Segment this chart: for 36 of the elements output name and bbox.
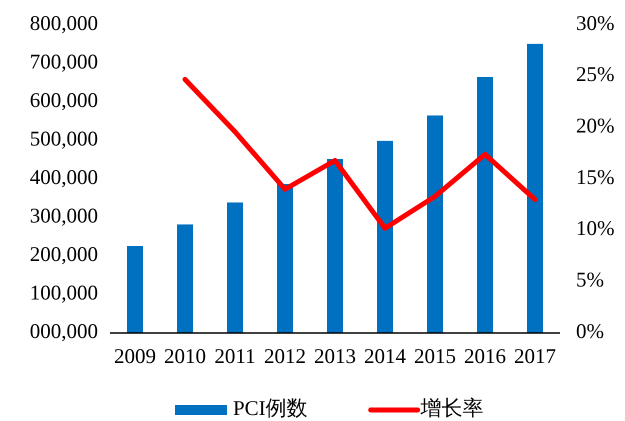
bar [377, 140, 393, 333]
x-tick-label: 2015 [414, 344, 456, 368]
y2-tick-label: 0% [576, 318, 604, 343]
bar [527, 44, 543, 333]
bar [477, 76, 493, 333]
y2-tick-label: 5% [576, 267, 604, 292]
y-tick-label: 800,000 [30, 10, 98, 35]
bar [127, 246, 143, 333]
y-tick-label: 300,000 [30, 203, 98, 228]
y-tick-label: 600,000 [30, 88, 98, 112]
bar [427, 115, 443, 333]
legend-label: 增长率 [420, 396, 484, 420]
y-tick-label: 200,000 [30, 242, 98, 266]
y-tick-label: 000,000 [30, 318, 98, 343]
y-tick-label: 500,000 [30, 126, 98, 150]
y2-tick-label: 30% [576, 10, 614, 35]
bar [277, 184, 293, 333]
y2-tick-label: 20% [576, 113, 614, 138]
x-tick-label: 2013 [314, 344, 356, 368]
x-tick-label: 2017 [514, 344, 556, 368]
y2-tick-label: 15% [576, 164, 614, 189]
bar [177, 224, 193, 333]
y-tick-label: 100,000 [30, 280, 98, 304]
y-tick-label: 700,000 [30, 49, 98, 74]
x-tick-label: 2009 [114, 344, 156, 368]
y2-tick-label: 25% [576, 62, 614, 86]
y2-tick-label: 10% [576, 216, 614, 240]
x-tick-label: 2012 [264, 344, 306, 368]
x-tick-label: 2016 [464, 344, 506, 368]
x-tick-label: 2011 [214, 344, 256, 368]
y-tick-label: 400,000 [30, 164, 98, 189]
x-tick-label: 2010 [164, 344, 206, 368]
legend-label: PCI例数 [233, 396, 308, 420]
bar [327, 158, 343, 333]
x-tick-label: 2014 [364, 344, 406, 368]
bar [227, 202, 243, 333]
